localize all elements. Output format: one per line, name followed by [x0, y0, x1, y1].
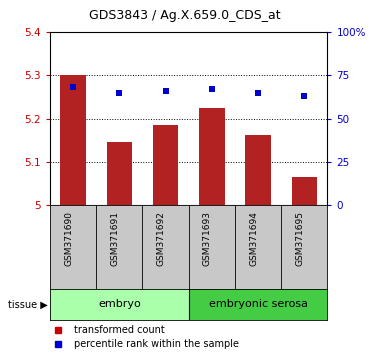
Point	[70, 85, 76, 90]
Bar	[199, 108, 225, 205]
Bar	[153, 125, 178, 205]
Text: percentile rank within the sample: percentile rank within the sample	[74, 339, 239, 349]
Text: GSM371690: GSM371690	[64, 211, 73, 266]
Text: embryonic serosa: embryonic serosa	[209, 299, 307, 309]
Text: GSM371691: GSM371691	[110, 211, 119, 266]
Bar	[292, 177, 317, 205]
Bar	[245, 135, 271, 205]
Text: GSM371694: GSM371694	[249, 211, 258, 266]
Point	[301, 93, 307, 99]
Text: GDS3843 / Ag.X.659.0_CDS_at: GDS3843 / Ag.X.659.0_CDS_at	[89, 9, 281, 22]
Text: embryo: embryo	[98, 299, 141, 309]
Bar	[189, 289, 327, 320]
Point	[255, 90, 261, 96]
Text: GSM371695: GSM371695	[295, 211, 304, 266]
Point	[163, 88, 169, 94]
Bar	[60, 75, 86, 205]
Text: GSM371693: GSM371693	[203, 211, 212, 266]
Bar	[107, 142, 132, 205]
Text: transformed count: transformed count	[74, 325, 164, 335]
Text: GSM371692: GSM371692	[157, 211, 166, 266]
Point	[209, 86, 215, 92]
Bar	[50, 289, 189, 320]
Point	[116, 90, 122, 96]
Text: tissue ▶: tissue ▶	[9, 299, 48, 309]
